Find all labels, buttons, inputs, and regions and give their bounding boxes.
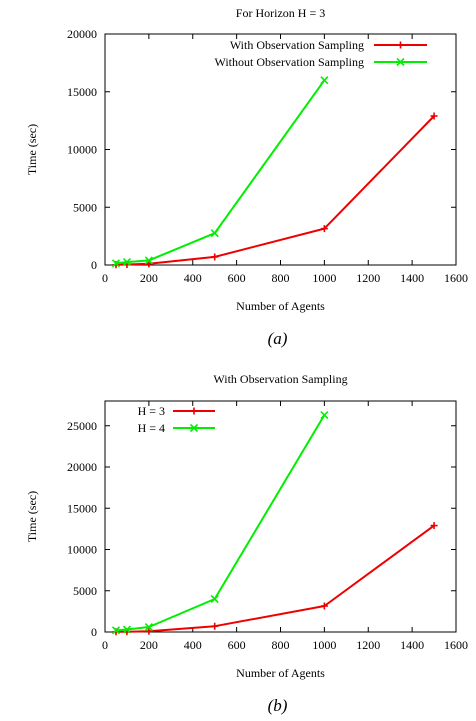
y-tick-label: 0 [91, 625, 97, 639]
legend-label: With Observation Sampling [230, 38, 364, 52]
x-tick-label: 1200 [356, 638, 380, 652]
series-line [115, 414, 326, 632]
legend-entry: H = 3 [138, 404, 215, 418]
data-point [145, 260, 153, 268]
data-point [210, 229, 219, 238]
data-point [111, 626, 121, 635]
series-2 [111, 76, 329, 268]
legend-entry: With Observation Sampling [230, 38, 427, 52]
legend-label: Without Observation Sampling [214, 55, 364, 69]
y-axis-label: Time (sec) [25, 491, 39, 542]
x-tick-label: 1400 [400, 638, 424, 652]
legend-entry: Without Observation Sampling [214, 55, 427, 69]
y-tick-label: 5000 [73, 200, 97, 214]
chart-title: For Horizon H = 3 [236, 6, 325, 20]
series-line [115, 115, 435, 266]
series-2 [111, 410, 329, 635]
data-point [210, 594, 219, 604]
data-point [111, 259, 121, 268]
x-tick-label: 400 [184, 271, 202, 285]
y-tick-label: 20000 [67, 460, 97, 474]
x-tick-label: 800 [272, 271, 290, 285]
legend-marker [396, 57, 405, 67]
data-point [320, 76, 329, 85]
x-tick-label: 200 [140, 638, 158, 652]
y-tick-label: 5000 [73, 584, 97, 598]
x-tick-label: 1400 [400, 271, 424, 285]
chart-b: With Observation Sampling 0 200 400 600 800 10… [25, 372, 468, 715]
x-tick-label: 1000 [312, 638, 336, 652]
x-tick-label: 800 [272, 638, 290, 652]
series-1 [112, 522, 438, 636]
legend-marker [189, 423, 199, 433]
data-point [430, 112, 438, 120]
data-point [122, 625, 132, 634]
legend-marker [190, 407, 198, 415]
legend-entry: H = 4 [138, 421, 215, 435]
legend-label: H = 3 [138, 404, 165, 418]
data-point [145, 627, 153, 635]
data-point [320, 225, 328, 233]
x-axis-label: Number of Agents [236, 666, 325, 680]
data-point [122, 258, 132, 267]
x-tick-label: 600 [228, 271, 246, 285]
y-tick-label: 15000 [67, 85, 97, 99]
x-tick-label: 1600 [444, 271, 468, 285]
plot-frame [104, 400, 457, 633]
x-tick-label: 400 [184, 638, 202, 652]
chart-caption: (a) [268, 329, 288, 348]
legend-marker [397, 41, 404, 49]
y-axis-label: Time (sec) [25, 124, 39, 175]
data-point [320, 602, 328, 610]
y-tick-label: 10000 [67, 543, 97, 557]
chart-caption: (b) [268, 696, 288, 715]
y-tick-label: 25000 [67, 419, 97, 433]
x-tick-label: 0 [102, 271, 108, 285]
chart-title: With Observation Sampling [213, 372, 347, 386]
series-line [115, 524, 435, 633]
y-tick-label: 15000 [67, 501, 97, 515]
chart-a: For Horizon H = 3 0 200 400 600 800 1000 1200 14… [25, 6, 468, 348]
data-point [144, 622, 153, 632]
x-axis-label: Number of Agents [236, 299, 325, 313]
x-tick-label: 600 [228, 638, 246, 652]
data-point [430, 522, 438, 530]
data-point [320, 410, 329, 420]
x-tick-label: 0 [102, 638, 108, 652]
y-tick-label: 10000 [67, 143, 97, 157]
data-point [211, 622, 219, 630]
x-tick-label: 1000 [312, 271, 336, 285]
data-point [211, 253, 219, 261]
y-tick-label: 0 [91, 258, 97, 272]
y-tick-label: 20000 [67, 27, 97, 41]
legend-label: H = 4 [138, 421, 165, 435]
series-1 [112, 112, 438, 269]
x-tick-label: 1600 [444, 638, 468, 652]
data-point [144, 256, 153, 265]
x-tick-label: 1200 [356, 271, 380, 285]
x-tick-label: 200 [140, 271, 158, 285]
